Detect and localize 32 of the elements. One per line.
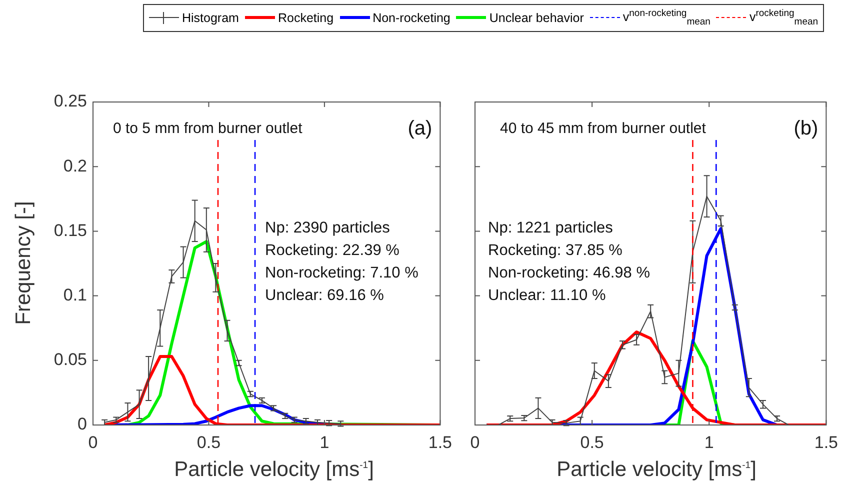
x-tick-label: 1 — [704, 432, 714, 452]
annotation: Rocketing: 22.39 % — [265, 242, 400, 259]
annotation: Np: 1221 particles — [488, 219, 614, 236]
annotation: Non-rocketing: 46.98 % — [488, 264, 650, 282]
x-axis-title: Particle velocity [ms$^{-1}$] — [556, 458, 758, 482]
legend-label: Histogram — [182, 11, 239, 25]
annotation: (a) — [408, 118, 432, 140]
x-tick-label: 0.5 — [580, 432, 604, 452]
x-tick-label: 1.5 — [428, 432, 452, 452]
legend-label: Rocketing — [278, 11, 334, 25]
annotation: Non-rocketing: 7.10 % — [265, 264, 419, 282]
y-tick-label: 0.15 — [54, 220, 87, 240]
x-axis-title: Particle velocity [ms$^{-1}$] — [173, 458, 375, 482]
x-tick-label: 1 — [320, 432, 330, 452]
annotation: 0 to 5 mm from burner outlet — [113, 120, 304, 138]
annotation: Unclear: 69.16 % — [265, 286, 384, 304]
annotation: Rocketing: 37.85 % — [488, 242, 623, 259]
annotation: (b) — [794, 118, 818, 140]
y-tick-label: 0.25 — [54, 92, 87, 111]
y-tick-label: 0 — [78, 414, 87, 434]
y-axis-title: Frequency [-] — [12, 201, 36, 325]
legend-label: Non-rocketing — [372, 11, 450, 25]
x-tick-label: 0.5 — [196, 432, 221, 452]
y-tick-label: 0.1 — [63, 285, 87, 304]
annotation: Np: 2390 particles — [265, 219, 390, 236]
annotation: Unclear: 11.10 % — [488, 286, 606, 304]
legend-label: Unclear behavior — [489, 11, 584, 25]
x-tick-label: 1.5 — [814, 432, 838, 452]
y-tick-label: 0.05 — [54, 350, 87, 370]
y-tick-label: 0.2 — [63, 156, 87, 176]
x-tick-label: 0 — [470, 432, 480, 452]
annotation: 40 to 45 mm from burner outlet — [500, 120, 707, 138]
